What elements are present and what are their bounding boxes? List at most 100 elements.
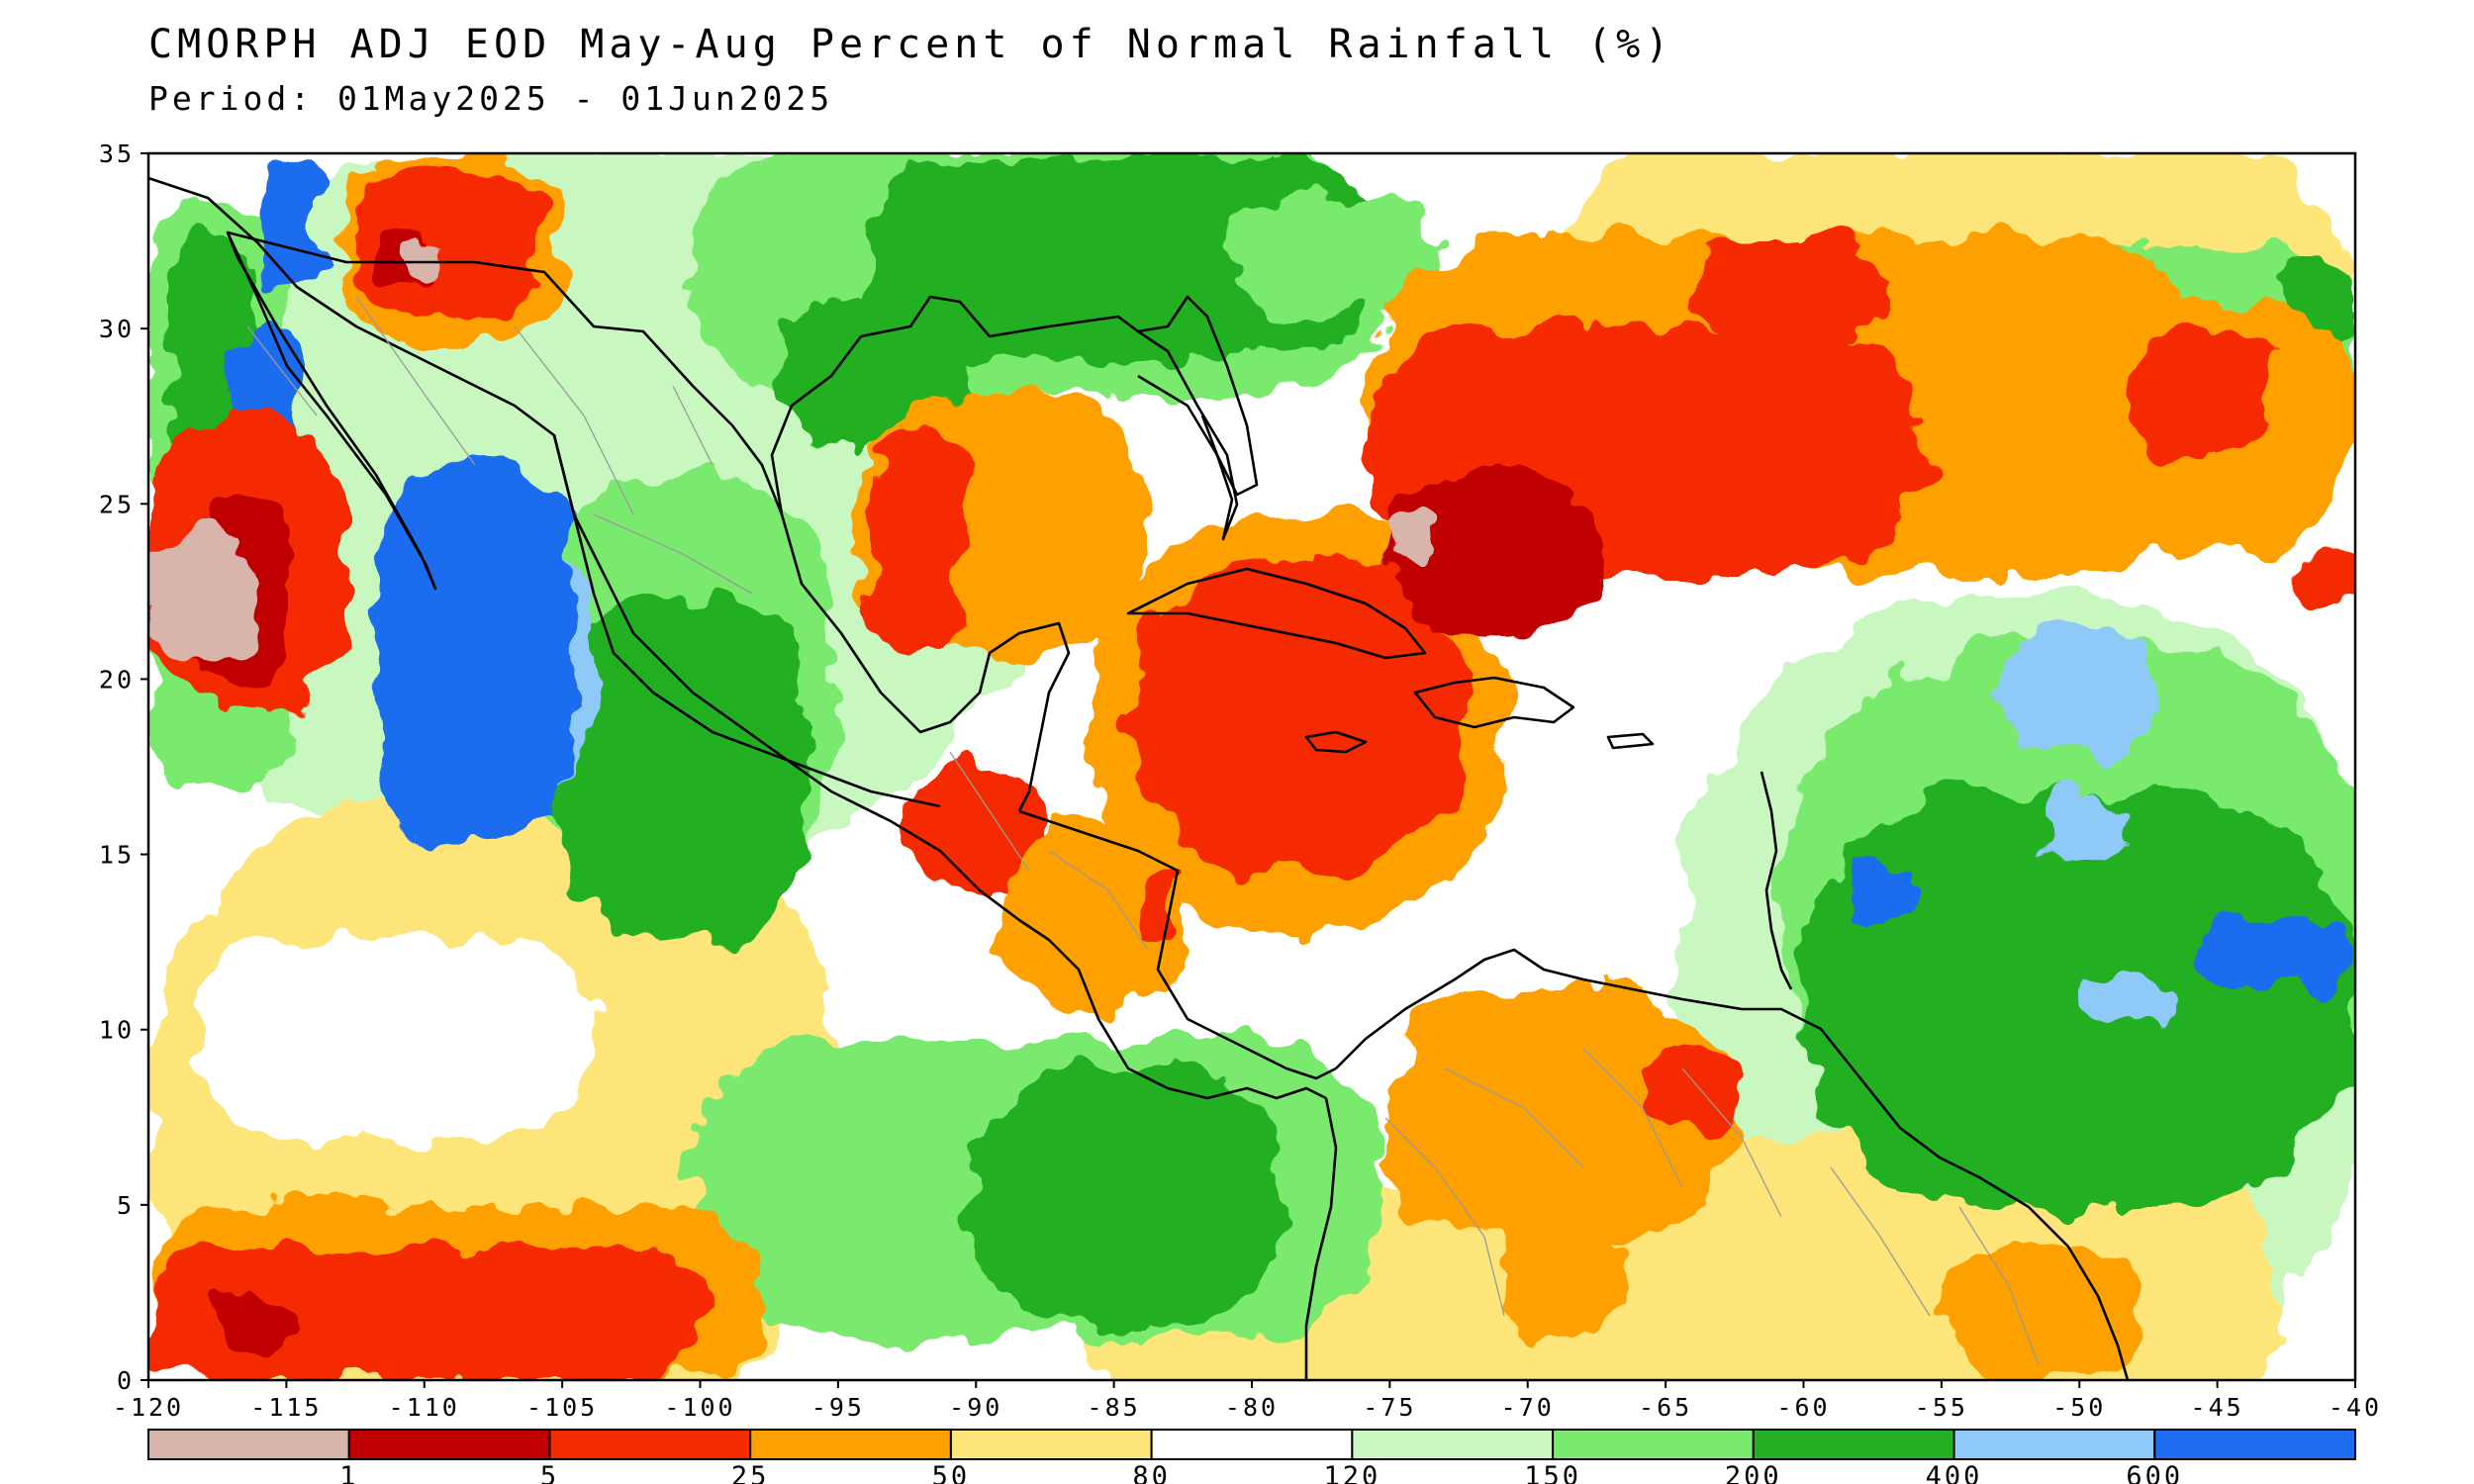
rainfall-region-dark-green [970, 1068, 1286, 1326]
rainfall-region-red-orange [2128, 326, 2276, 455]
colorbar-swatch [1150, 1429, 1354, 1460]
colorbar-swatch [949, 1429, 1153, 1460]
lat-tick-label: 35 [99, 139, 135, 168]
baja-california [226, 231, 437, 591]
colorbar-label: 1 [339, 1461, 358, 1484]
rainfall-region-red-orange [1128, 554, 1465, 871]
colorbar-label: 5 [540, 1461, 559, 1484]
colorbar-label: 120 [1323, 1461, 1380, 1484]
hispaniola [1413, 676, 1575, 729]
lon-tick-label: -105 [526, 1393, 598, 1422]
us-gulf-coast [770, 335, 863, 515]
rainfall-region-white [198, 940, 594, 1138]
central-america-caribbean-coast [1018, 809, 1337, 1080]
rainfall-region-red-orange [2286, 554, 2355, 613]
rainfall-region-red-orange [1138, 871, 1178, 950]
lon-tick-label: -55 [1915, 1393, 1968, 1422]
rainfall-region-light-blue [2068, 970, 2177, 1029]
colorbar-swatch [347, 1429, 551, 1460]
puerto-rico [1606, 732, 1655, 750]
lon-tick-label: -120 [113, 1393, 184, 1422]
rainfall-region-light-blue [2039, 791, 2128, 871]
internal-border-lines [246, 296, 2040, 1366]
colorbar-label: 50 [932, 1461, 971, 1484]
lon-tick-label: -85 [1088, 1393, 1141, 1422]
rainfall-field [148, 153, 2355, 1380]
florida [1137, 295, 1259, 497]
coastlines [148, 176, 2130, 1380]
rainfall-region-dark-green [554, 594, 811, 940]
period-label: Period: 01May2025 - 01Jun2025 [148, 79, 834, 118]
cuba [1126, 567, 1427, 660]
central-america-pacific-coast [1048, 939, 1327, 1100]
colorbar-label: 600 [2126, 1461, 2183, 1484]
rainfall-region-pink [1385, 514, 1435, 564]
latitude-axis: 0 5 10 15 20 25 30 35 [99, 139, 148, 1395]
lon-tick-label: -95 [811, 1393, 865, 1422]
lat-tick-label: 0 [117, 1366, 135, 1395]
lon-tick-label: -110 [389, 1393, 460, 1422]
rainfall-region-dark-green [871, 158, 1385, 356]
rainfall-region-blue [2197, 920, 2345, 989]
colorbar-swatch [1351, 1429, 1555, 1460]
rainfall-region-pink [406, 237, 445, 277]
rainfall-region-green [1237, 198, 1435, 317]
rainfall-region-pink [153, 534, 252, 663]
colorbar-swatch [1752, 1429, 1955, 1460]
lat-tick-label: 20 [99, 665, 135, 694]
rainfall-region-red-orange [871, 425, 970, 653]
lat-tick-label: 10 [99, 1016, 135, 1045]
colorbar-label: 80 [1132, 1461, 1171, 1484]
rainfall-shading [148, 153, 2355, 1380]
longitude-axis: -120 -115 -110 -105 -100 -95 -90 -85 -80 -75 -70 -6… [113, 1380, 2382, 1422]
colorbar: 1 5 25 50 80 120 150 200 400 600 [147, 1429, 2356, 1484]
mexico-gulf-coast [860, 295, 1239, 541]
colorbar-swatch [147, 1429, 350, 1460]
colorbar-swatch [1952, 1429, 2156, 1460]
rainfall-region-red-orange [1702, 237, 1880, 336]
rainfall-region-orange [1385, 989, 1732, 1247]
lat-tick-label: 15 [99, 841, 135, 870]
lon-tick-label: -45 [2191, 1393, 2244, 1422]
lon-tick-label: -65 [1639, 1393, 1692, 1422]
lon-tick-label: -100 [664, 1393, 735, 1422]
lat-tick-label: 25 [99, 490, 135, 518]
rainfall-region-red-orange [148, 1247, 703, 1380]
lon-tick-label: -115 [250, 1393, 322, 1422]
colorbar-swatch [548, 1429, 752, 1460]
colorbar-swatch [749, 1429, 952, 1460]
colorbar-label: 400 [1926, 1461, 1983, 1484]
colorbar-swatch [1552, 1429, 1755, 1460]
yucatan-coast [780, 513, 1071, 812]
jamaica [1304, 730, 1368, 754]
lon-tick-label: -60 [1776, 1393, 1830, 1422]
south-america-pacific-coast [1304, 1097, 1338, 1380]
colorbar-label: 150 [1524, 1461, 1581, 1484]
colorbar-label: 25 [731, 1461, 770, 1484]
chart-title: CMORPH ADJ EOD May-Aug Percent of Normal… [148, 22, 1674, 67]
south-america-coast [1335, 948, 2130, 1380]
rainfall-region-dark-red [218, 1296, 287, 1345]
lesser-antilles [1760, 771, 1793, 990]
rainfall-region-blue [1841, 861, 1920, 920]
lon-tick-label: -70 [1501, 1393, 1555, 1422]
colorbar-swatch [2153, 1429, 2356, 1460]
colorbar-label: 200 [1725, 1461, 1782, 1484]
rainfall-region-orange [1940, 1247, 2138, 1375]
us-southwest-border [227, 231, 784, 515]
rainfall-region-dark-red [1385, 475, 1603, 633]
rainfall-region-red-orange [1643, 1049, 1742, 1128]
lon-tick-label: -40 [2329, 1393, 2382, 1422]
rainfall-region-light-blue [1999, 633, 2157, 752]
pacific-coast-mexico [552, 434, 1050, 942]
lon-tick-label: -90 [949, 1393, 1002, 1422]
lon-tick-label: -75 [1363, 1393, 1416, 1422]
rainfall-region-orange [1504, 1187, 1623, 1336]
rainfall-region-blue [262, 153, 322, 292]
political-borders [246, 296, 2040, 1366]
lat-tick-label: 30 [99, 315, 135, 343]
lat-tick-label: 5 [117, 1191, 135, 1220]
lon-tick-label: -50 [2052, 1393, 2106, 1422]
rainfall-region-orange [999, 821, 1188, 1009]
